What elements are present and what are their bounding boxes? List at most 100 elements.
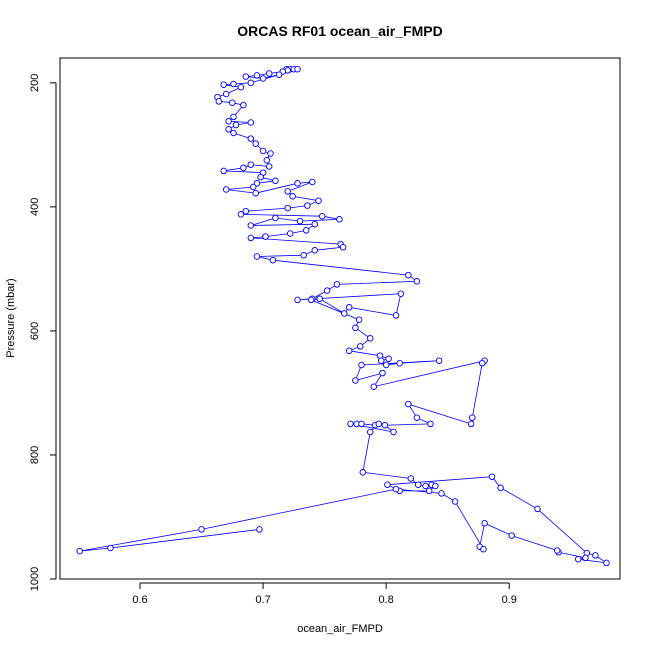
data-point [198, 526, 205, 533]
data-point [240, 101, 247, 109]
data-point [352, 324, 359, 332]
data-point [392, 312, 400, 319]
data-point [269, 256, 277, 264]
data-point [497, 484, 504, 492]
y-tick-label: 800 [29, 446, 41, 464]
data-point [272, 214, 279, 222]
data-point [508, 532, 515, 539]
data-point [345, 347, 353, 355]
data-point [259, 147, 267, 155]
y-axis: 200 400 600 800 1000 [29, 74, 57, 591]
data-point [352, 377, 359, 384]
data-point [230, 80, 237, 88]
data-point [355, 316, 363, 323]
data-point [215, 98, 223, 105]
data-point [422, 482, 429, 490]
data-point [311, 220, 319, 228]
data-point [294, 65, 301, 73]
data-point [300, 251, 307, 259]
data-point [225, 118, 232, 125]
data-point [336, 216, 343, 223]
data-point [253, 253, 261, 260]
y-tick-label: 400 [29, 198, 41, 216]
data-point [345, 304, 353, 311]
data-point [603, 559, 610, 567]
data-point [414, 481, 422, 488]
data-point [405, 271, 412, 279]
data-point [253, 180, 261, 187]
data-point [229, 99, 236, 106]
data-point [438, 490, 445, 497]
data-point [296, 217, 304, 225]
data-point [435, 357, 443, 364]
data-point [225, 126, 232, 133]
data-point [267, 150, 274, 157]
data-point [253, 72, 261, 79]
data-point [249, 183, 257, 191]
data-point [553, 547, 561, 554]
data-point [377, 357, 385, 364]
data-point [469, 414, 476, 421]
data-point [247, 234, 255, 242]
data-point [242, 207, 250, 215]
data-point [247, 119, 255, 126]
data-point [480, 545, 487, 553]
data-point [107, 544, 114, 552]
data-point [478, 359, 486, 367]
series-layer [76, 65, 610, 567]
y-tick-label: 200 [29, 74, 41, 92]
data-point [382, 361, 390, 369]
data-point [294, 296, 301, 304]
data-point [534, 505, 541, 513]
data-point [220, 81, 227, 88]
data-point [451, 498, 459, 505]
plot-frame [59, 57, 621, 580]
data-point [252, 140, 259, 147]
data-point [375, 420, 383, 428]
data-point [341, 310, 348, 317]
y-tick-label: 600 [29, 322, 41, 340]
data-point [384, 481, 391, 488]
data-point [397, 290, 405, 297]
data-point [230, 129, 237, 137]
data-point [366, 428, 374, 436]
chart-title: ORCAS RF01 ocean_air_FMPD [237, 23, 442, 39]
data-point [488, 473, 496, 480]
data-point [237, 211, 245, 218]
data-point [242, 73, 250, 80]
data-point [275, 71, 283, 78]
data-point [307, 296, 315, 304]
data-point [76, 547, 83, 555]
data-point [357, 343, 364, 350]
data-point [220, 167, 227, 175]
data-point [247, 222, 255, 229]
data-point [481, 519, 488, 527]
data-point [396, 359, 403, 367]
x-axis: 0.6 0.7 0.8 0.9 [132, 582, 517, 606]
data-point [379, 369, 386, 377]
data-point [311, 247, 319, 254]
data-point [247, 135, 255, 142]
data-point [222, 90, 230, 98]
data-point [370, 383, 378, 390]
data-point [237, 83, 245, 91]
data-point [230, 113, 237, 121]
data-point [358, 420, 365, 428]
data-point [272, 177, 279, 185]
data-point [247, 79, 255, 87]
data-point [265, 70, 273, 77]
data-point [232, 121, 240, 129]
data-point [333, 281, 341, 288]
data-point [316, 295, 323, 302]
data-point [304, 202, 311, 209]
data-point [289, 193, 296, 200]
data-point [265, 163, 273, 170]
data-point [252, 189, 259, 197]
data-point [286, 230, 294, 237]
data-point [323, 287, 331, 294]
data-point [309, 178, 316, 186]
data-point [339, 243, 347, 251]
data-point [390, 428, 397, 436]
data-point [405, 400, 412, 408]
